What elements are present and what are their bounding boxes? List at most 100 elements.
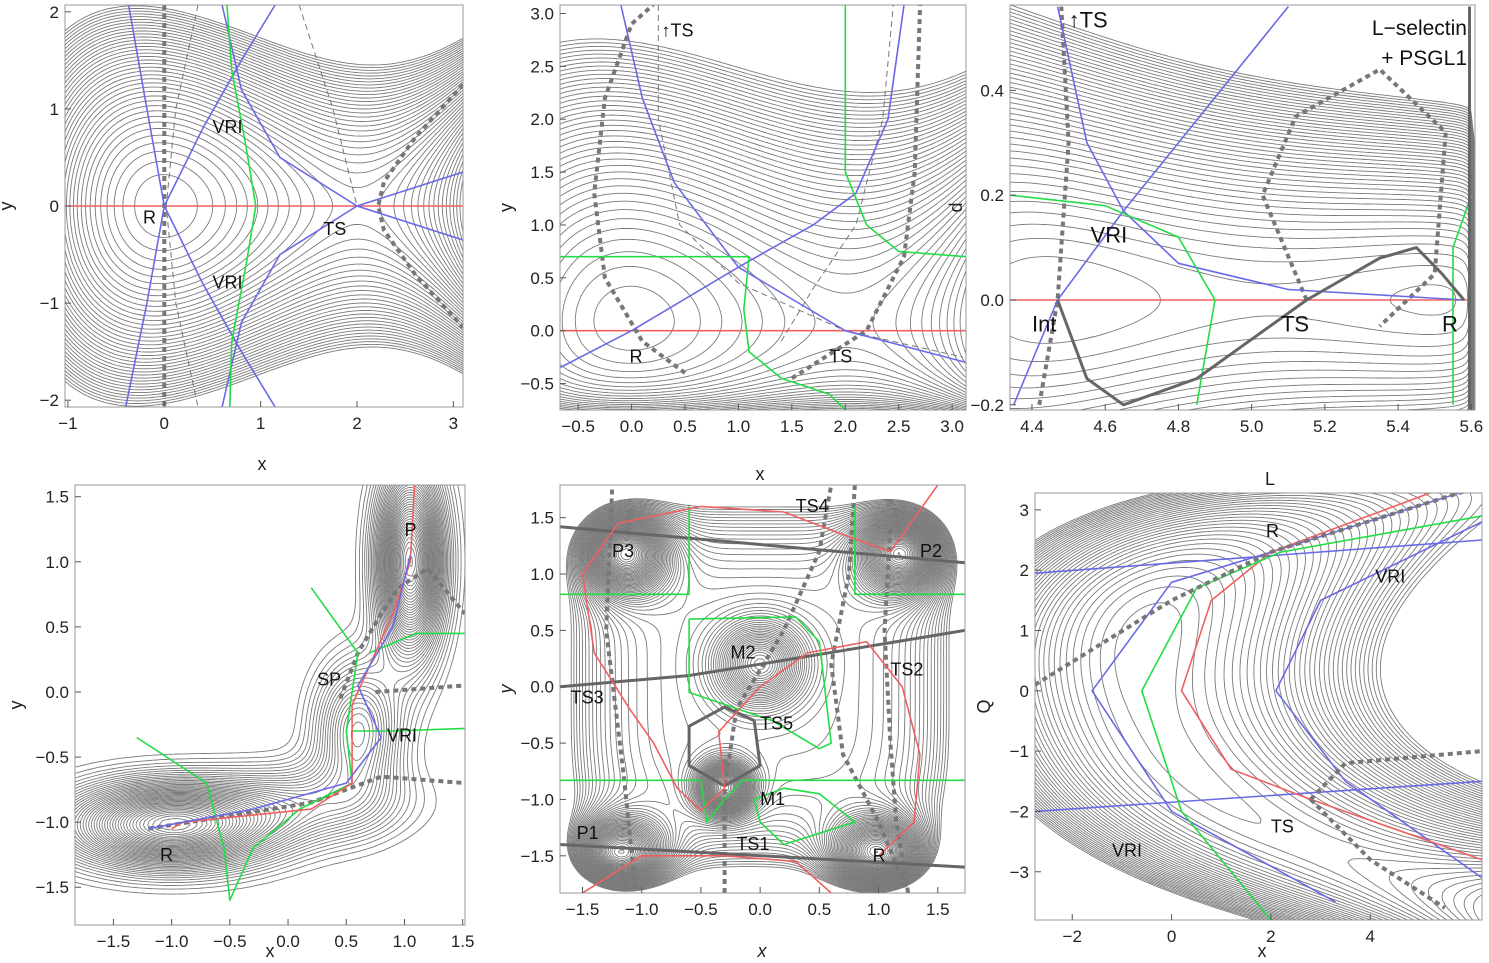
contour-line (122, 147, 463, 265)
contour-line (560, 82, 966, 137)
contour-line (577, 508, 947, 887)
contour-line (65, 10, 463, 402)
y-tick-label: 0.5 (45, 618, 69, 637)
contour-line (560, 222, 966, 390)
x-tick-label: −1.5 (97, 932, 131, 951)
contour-line (109, 506, 431, 851)
plot-frame (559, 484, 966, 894)
contour-line (579, 511, 944, 885)
green-curve (352, 727, 465, 732)
contour-line (1010, 5, 1475, 149)
contour-line (1035, 494, 1482, 920)
contour-line (560, 49, 966, 104)
contour-line (76, 485, 441, 864)
x-tick-label: 1.5 (926, 900, 950, 919)
green-curve (560, 255, 846, 410)
y-axis-label: y (0, 202, 16, 211)
thin-dashed-curve (165, 5, 199, 407)
contour-line (560, 86, 966, 142)
x-axis-label: x (258, 454, 267, 474)
y-tick-label: −1 (1010, 742, 1029, 761)
x-tick-label: −0.5 (684, 900, 718, 919)
green-curve (1141, 515, 1482, 920)
contour-line (1010, 157, 1474, 410)
contour-line (617, 545, 906, 792)
contour-line (592, 522, 932, 876)
panel-1: R VRI VRI TS −1 0 1 2 3 −2 −1 0 1 2 x y (0, 3, 464, 474)
contour-line (1043, 534, 1482, 920)
point-label: ↑TS (662, 21, 694, 41)
y-axis-label: y (496, 203, 516, 212)
contour-line (1010, 211, 1472, 389)
contour-line (65, 78, 463, 334)
x-axis-label: x (756, 464, 765, 484)
contour-line (75, 485, 444, 867)
x-tick-label: 1 (256, 414, 265, 433)
x-tick-label: −1 (58, 414, 77, 433)
y-tick-label: 0.0 (45, 683, 69, 702)
y-tick-label: 1.5 (530, 509, 554, 528)
point-label: TS (1271, 817, 1294, 837)
contour-line (560, 100, 966, 156)
contour-line (65, 49, 463, 363)
dashed-curve (375, 683, 465, 694)
contour-line (572, 504, 952, 890)
panel-title-line: L−selectin (1372, 17, 1467, 40)
contour-line (591, 522, 933, 876)
y-tick-label: 0.2 (980, 186, 1004, 205)
contour-line (1035, 493, 1482, 920)
contour-line (65, 59, 463, 353)
contour-line (80, 110, 463, 302)
dashed-curve (829, 485, 911, 893)
x-tick-label: 4.6 (1093, 417, 1117, 436)
point-label: TS3 (571, 688, 604, 708)
contour-line (560, 61, 966, 116)
contour-line (593, 258, 966, 373)
y-tick-label: 0.0 (530, 322, 554, 341)
contour-line (75, 485, 451, 877)
y-tick-label: 1 (1020, 622, 1029, 641)
y-tick-label: −1.0 (520, 790, 554, 809)
contour-line (1010, 113, 1475, 410)
contour-line (1473, 894, 1482, 920)
green-curve (688, 616, 833, 750)
contour-line (560, 200, 966, 399)
x-tick-label: 2.5 (887, 417, 911, 436)
x-tick-label: 1.0 (867, 900, 891, 919)
plot-frame (1009, 4, 1476, 411)
green-curve (854, 506, 965, 596)
contour-line (112, 508, 430, 850)
y-tick-label: −3 (1010, 863, 1029, 882)
blue-curve (1275, 521, 1482, 879)
contour-line (593, 523, 931, 875)
panel-6: R VRI VRI TS −2 0 2 4 −3 −2 −1 0 1 2 3 x Q (974, 492, 1483, 961)
panel-3: ↑TS VRI Int TS R L−selectin + PSGL1 4.4 4.6 4.8 5.… (946, 4, 1483, 489)
point-label: ↑TS (1069, 8, 1108, 33)
x-tick-label: 3.0 (940, 417, 964, 436)
point-label: VRI (212, 117, 242, 137)
contour-line (576, 507, 948, 888)
point-label: VRI (1112, 841, 1142, 861)
contour-line (560, 119, 966, 410)
contour-layer (1035, 493, 1482, 920)
x-axis-label: x (757, 941, 768, 961)
contour-line (65, 21, 463, 391)
contour-line (65, 27, 463, 385)
dark-curve (560, 843, 965, 869)
thin-dashed-curve (298, 5, 358, 207)
x-tick-label: 0.0 (276, 932, 300, 951)
dashed-curve (147, 774, 465, 831)
contour-line (1010, 237, 1469, 363)
y-tick-label: 1.0 (530, 565, 554, 584)
contour-line (65, 24, 463, 388)
x-tick-label: 5.4 (1386, 417, 1410, 436)
dashed-curve (1035, 493, 1466, 687)
point-label: VRI (387, 725, 417, 745)
contour-line (595, 525, 930, 874)
contour-line (560, 130, 966, 410)
y-tick-label: 0.5 (530, 269, 554, 288)
blue-curve (1035, 780, 1482, 813)
contour-line (65, 42, 463, 370)
contour-line (1035, 499, 1482, 920)
y-axis-label: d (946, 202, 966, 212)
